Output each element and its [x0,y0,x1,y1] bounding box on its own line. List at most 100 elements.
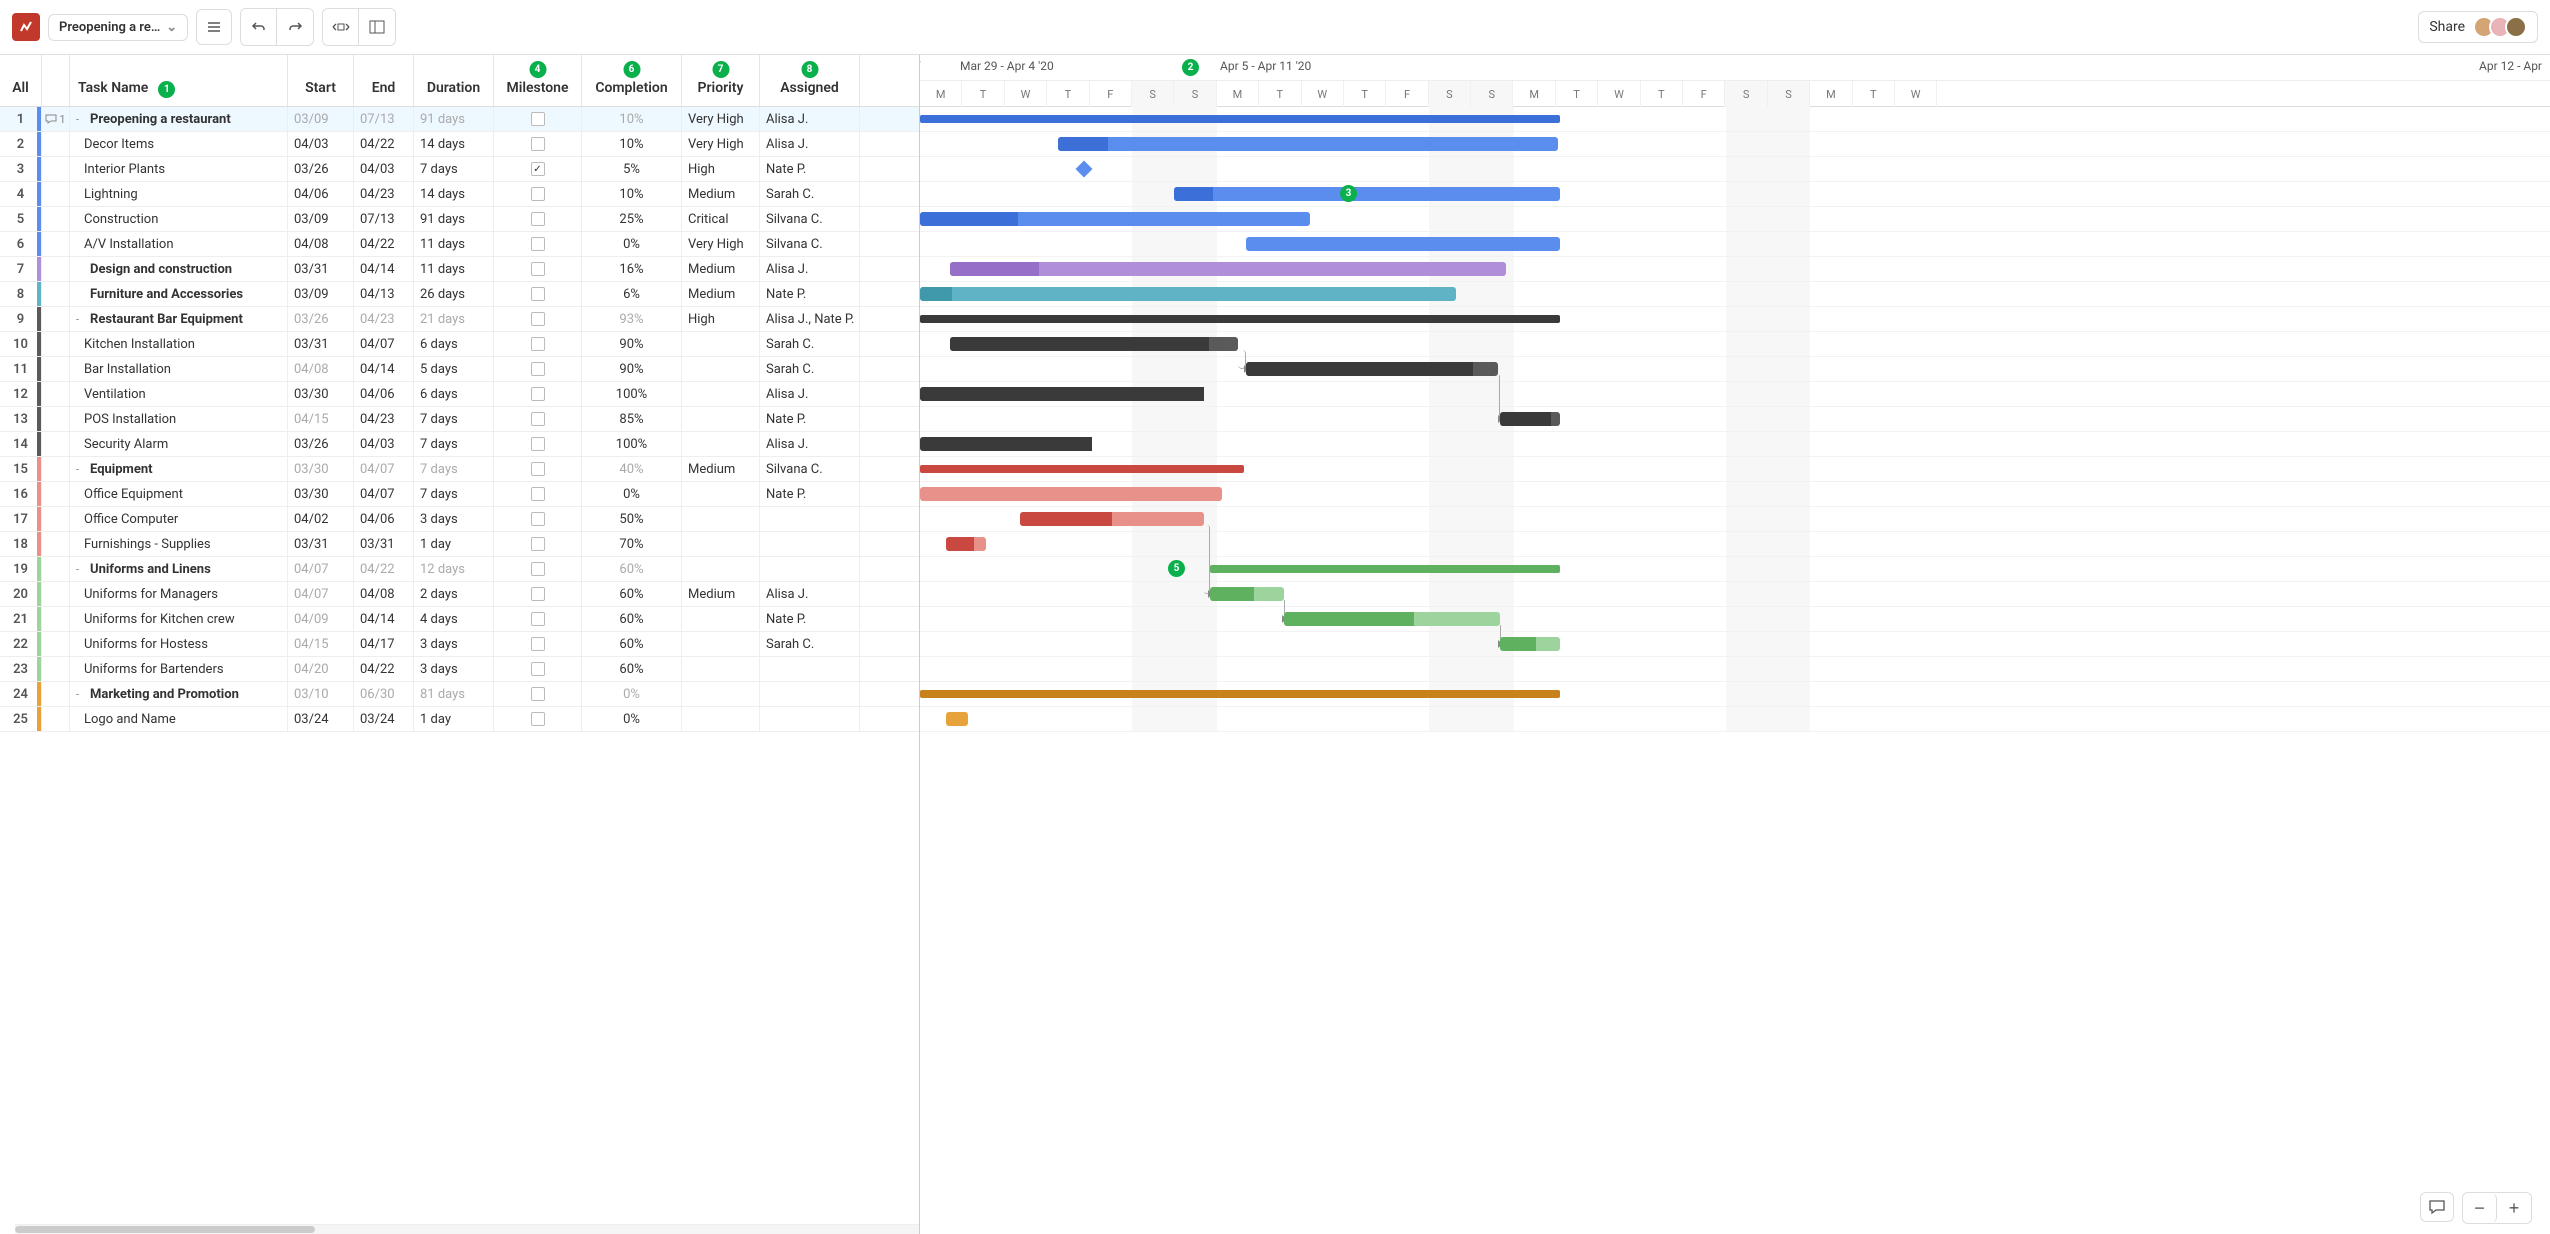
checkbox[interactable] [531,362,545,376]
priority-cell[interactable] [682,382,760,406]
cell-start[interactable]: 04/09 [288,607,354,631]
completion-cell[interactable]: 10% [582,107,682,131]
table-row[interactable]: 16Office Equipment03/3004/077 days0%Nate… [0,482,919,507]
cell-end[interactable]: 04/13 [354,282,414,306]
assigned-cell[interactable]: Nate P. [760,282,860,306]
gantt-bar[interactable] [1246,237,1560,251]
gantt-bar[interactable] [920,287,1456,301]
cell-end[interactable]: 04/03 [354,432,414,456]
col-header-task[interactable]: Task Name 1 [70,55,288,106]
checkbox[interactable] [531,262,545,276]
table-row[interactable]: 22Uniforms for Hostess04/1504/173 days60… [0,632,919,657]
gantt-bar[interactable] [920,465,1244,473]
checkbox[interactable] [531,487,545,501]
cell-dur[interactable]: 3 days [414,632,494,656]
priority-cell[interactable] [682,682,760,706]
share-button[interactable]: Share [2418,11,2538,43]
milestone-cell[interactable] [494,432,582,456]
cell-start[interactable]: 03/09 [288,282,354,306]
checkbox[interactable] [531,137,545,151]
collapse-toggle[interactable]: - [76,113,86,126]
completion-cell[interactable]: 100% [582,382,682,406]
cell-dur[interactable]: 91 days [414,107,494,131]
priority-cell[interactable] [682,632,760,656]
task-name-cell[interactable]: Office Equipment [70,482,288,506]
milestone-cell[interactable] [494,532,582,556]
milestone-cell[interactable] [494,607,582,631]
col-header-end[interactable]: End [354,55,414,106]
cell-end[interactable]: 06/30 [354,682,414,706]
cell-start[interactable]: 04/02 [288,507,354,531]
priority-cell[interactable] [682,407,760,431]
milestone-cell[interactable]: ✓ [494,157,582,181]
cell-dur[interactable]: 7 days [414,407,494,431]
task-name-cell[interactable]: Uniforms for Hostess [70,632,288,656]
milestone-cell[interactable] [494,132,582,156]
cell-dur[interactable]: 1 day [414,707,494,731]
cell-dur[interactable]: 81 days [414,682,494,706]
table-row[interactable]: 15-Equipment03/3004/077 days40%MediumSil… [0,457,919,482]
table-row[interactable]: 3Interior Plants03/2604/037 days✓5%HighN… [0,157,919,182]
cell-end[interactable]: 04/22 [354,557,414,581]
priority-cell[interactable] [682,332,760,356]
assigned-cell[interactable]: Alisa J. [760,257,860,281]
cell-dur[interactable]: 14 days [414,182,494,206]
table-row[interactable]: 4Lightning04/0604/2314 days10%MediumSara… [0,182,919,207]
milestone-cell[interactable] [494,657,582,681]
task-name-cell[interactable]: Kitchen Installation [70,332,288,356]
task-name-cell[interactable]: Decor Items [70,132,288,156]
milestone-diamond[interactable] [1076,161,1093,178]
milestone-cell[interactable] [494,682,582,706]
cell-dur[interactable]: 1 day [414,532,494,556]
cell-end[interactable]: 04/23 [354,182,414,206]
cell-end[interactable]: 07/13 [354,107,414,131]
assigned-cell[interactable]: Alisa J. [760,382,860,406]
completion-cell[interactable]: 10% [582,132,682,156]
grid-hscroll[interactable] [15,1224,919,1234]
cell-end[interactable]: 04/07 [354,457,414,481]
assigned-cell[interactable]: Nate P. [760,407,860,431]
milestone-cell[interactable] [494,357,582,381]
table-row[interactable]: 11-Preopening a restaurant03/0907/1391 d… [0,107,919,132]
task-name-cell[interactable]: Interior Plants [70,157,288,181]
assigned-cell[interactable]: Alisa J. [760,107,860,131]
zoom-out-button[interactable]: − [2463,1193,2497,1223]
priority-cell[interactable] [682,482,760,506]
priority-cell[interactable] [682,657,760,681]
cell-end[interactable]: 04/22 [354,657,414,681]
task-name-cell[interactable]: Uniforms for Kitchen crew [70,607,288,631]
checkbox[interactable] [531,687,545,701]
priority-cell[interactable] [682,532,760,556]
assigned-cell[interactable]: Nate P. [760,482,860,506]
assigned-cell[interactable]: Silvana C. [760,207,860,231]
task-name-cell[interactable]: -Restaurant Bar Equipment [70,307,288,331]
task-name-cell[interactable]: Uniforms for Bartenders [70,657,288,681]
cell-start[interactable]: 04/15 [288,407,354,431]
gantt-bar[interactable] [920,690,1560,698]
cell-end[interactable]: 04/23 [354,307,414,331]
cell-dur[interactable]: 91 days [414,207,494,231]
checkbox[interactable] [531,237,545,251]
priority-cell[interactable]: Medium [682,457,760,481]
milestone-cell[interactable] [494,182,582,206]
table-row[interactable]: 21Uniforms for Kitchen crew04/0904/144 d… [0,607,919,632]
cell-end[interactable]: 03/31 [354,532,414,556]
checkbox[interactable] [531,662,545,676]
collapse-toggle[interactable]: - [76,463,86,476]
checkbox[interactable] [531,387,545,401]
table-row[interactable]: 25Logo and Name03/2403/241 day0% [0,707,919,732]
gantt-bar[interactable] [920,437,1092,451]
layout-button[interactable] [359,9,395,45]
task-name-cell[interactable]: Ventilation [70,382,288,406]
priority-cell[interactable] [682,707,760,731]
gantt-bar[interactable] [946,537,986,551]
cell-end[interactable]: 04/22 [354,232,414,256]
gantt-bar[interactable] [920,315,1560,323]
milestone-cell[interactable] [494,557,582,581]
gantt-bar[interactable] [920,387,1204,401]
priority-cell[interactable] [682,432,760,456]
assigned-cell[interactable]: Sarah C. [760,182,860,206]
cell-start[interactable]: 04/07 [288,582,354,606]
completion-cell[interactable]: 60% [582,632,682,656]
comments-button[interactable] [2420,1192,2454,1222]
